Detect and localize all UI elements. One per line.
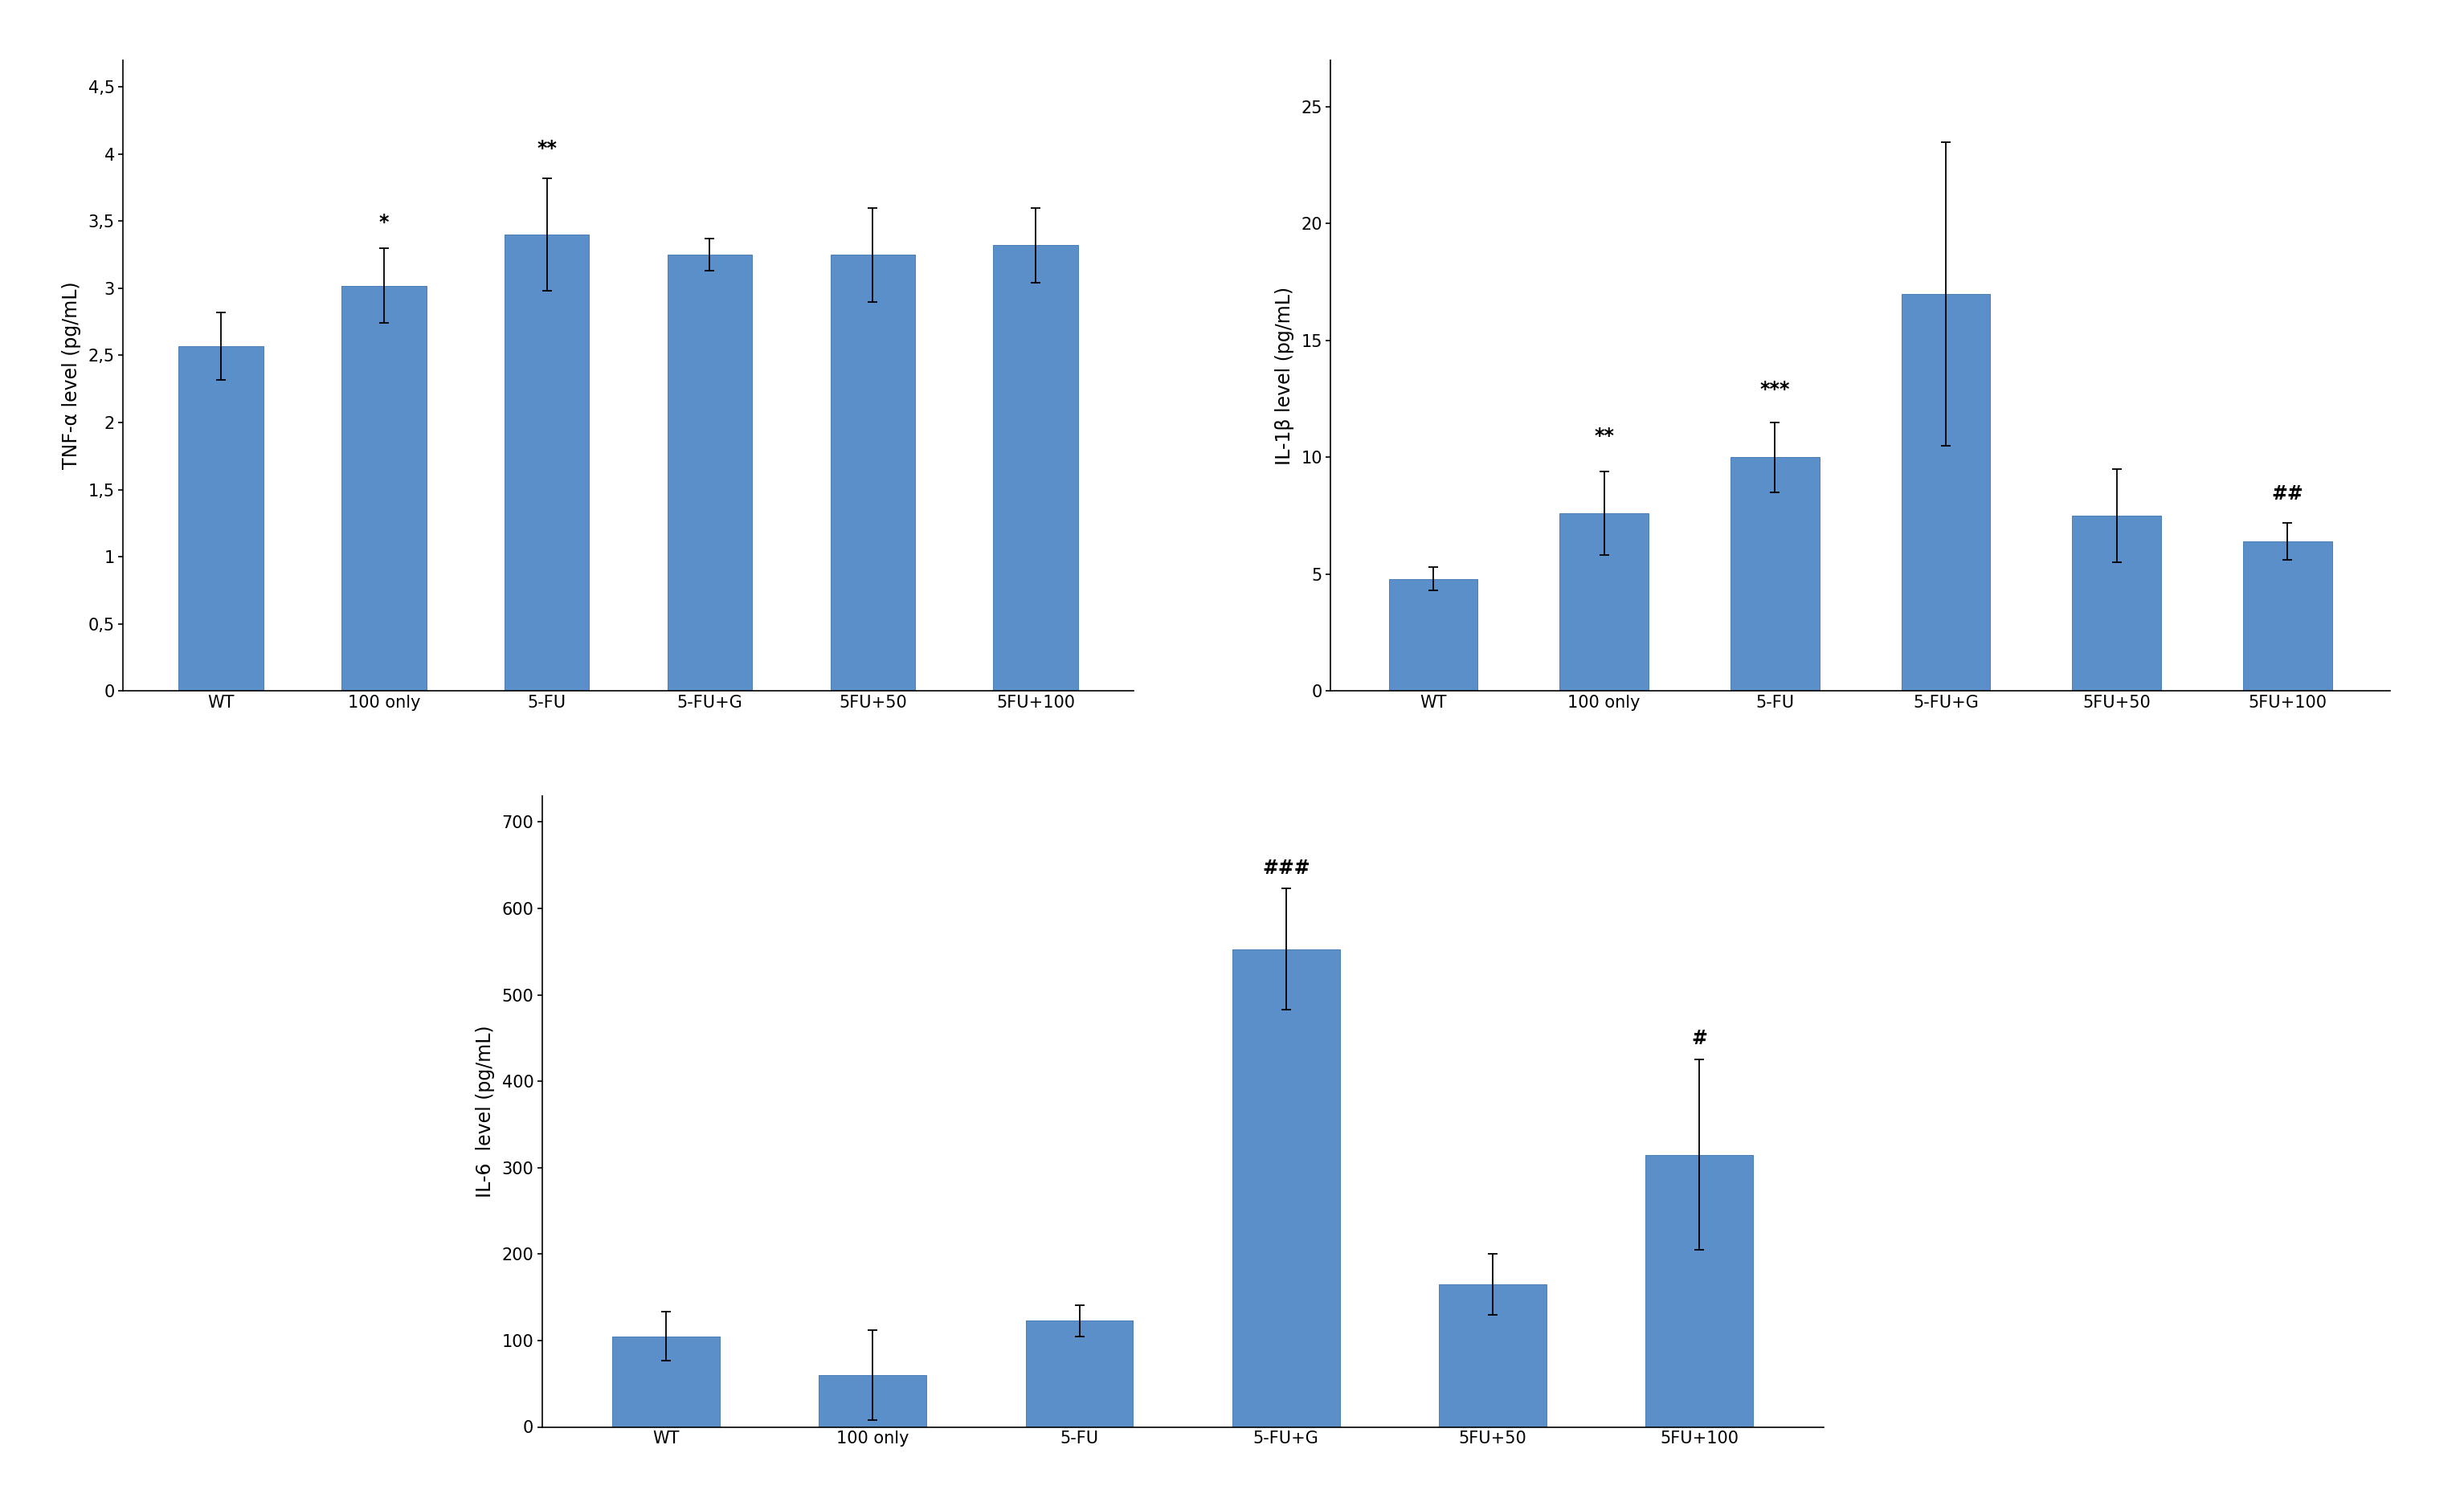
Bar bbox=[1390, 578, 1478, 691]
Y-axis label: TNF-α level (pg/mL): TNF-α level (pg/mL) bbox=[62, 282, 81, 469]
Text: **: ** bbox=[537, 138, 557, 158]
Bar bbox=[342, 285, 426, 691]
Y-axis label: IL-1β level (pg/mL): IL-1β level (pg/mL) bbox=[1274, 287, 1294, 464]
Text: #: # bbox=[1690, 1029, 1708, 1048]
Text: ###: ### bbox=[1262, 859, 1311, 879]
Text: ***: *** bbox=[1759, 380, 1789, 400]
Y-axis label: IL-6  level (pg/mL): IL-6 level (pg/mL) bbox=[476, 1026, 495, 1197]
Bar bbox=[668, 255, 752, 691]
Bar bbox=[993, 245, 1079, 691]
Text: **: ** bbox=[1594, 427, 1614, 446]
Bar bbox=[1646, 1155, 1752, 1427]
Bar bbox=[1560, 514, 1648, 691]
Bar bbox=[1902, 294, 1991, 691]
Bar bbox=[177, 345, 264, 691]
Bar bbox=[2242, 541, 2331, 691]
Bar bbox=[1025, 1320, 1133, 1427]
Bar bbox=[1730, 457, 1818, 691]
Bar bbox=[1232, 949, 1340, 1427]
Bar bbox=[2072, 515, 2161, 691]
Text: *: * bbox=[379, 213, 389, 231]
Bar bbox=[505, 234, 589, 691]
Text: ##: ## bbox=[2272, 485, 2304, 505]
Bar bbox=[614, 1337, 719, 1427]
Bar bbox=[830, 255, 914, 691]
Bar bbox=[1439, 1284, 1547, 1427]
Bar bbox=[818, 1374, 926, 1427]
